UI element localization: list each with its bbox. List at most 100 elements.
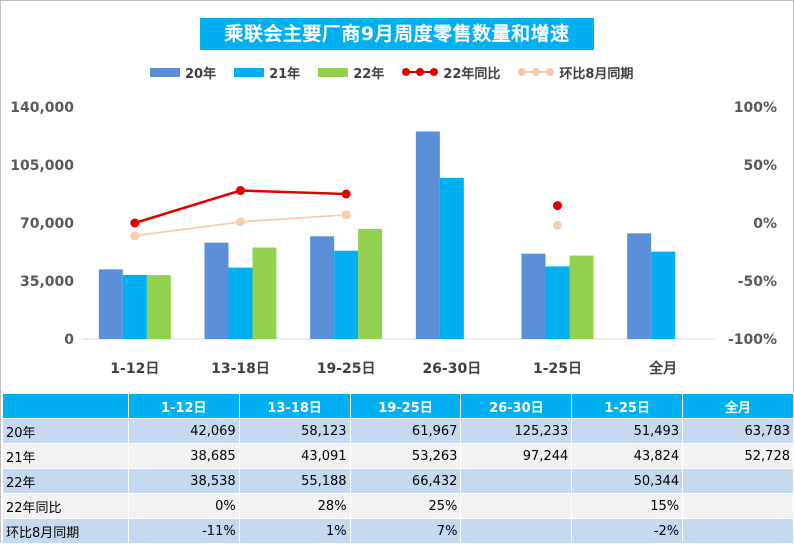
y-right-tick-label: 0%: [753, 216, 777, 232]
legend-item-2: 22年: [318, 63, 384, 82]
x-tick-label: 1-25日: [533, 361, 582, 377]
y-right-tick-label: 100%: [734, 100, 777, 116]
table-cell: [682, 518, 794, 544]
table-cell: 50,344: [571, 468, 684, 494]
table-cell: 53,263: [349, 443, 462, 469]
table-row: 环比8月同期 -11% 1% 7% -2%: [2, 518, 794, 544]
table-cell: [682, 468, 794, 494]
x-tick-label: 全月: [648, 360, 677, 377]
bar-21年-13-18日: [228, 267, 253, 339]
table-cell: 7%: [349, 518, 462, 544]
table-cell: 63,783: [682, 418, 794, 444]
bar-21年-1-25日: [545, 266, 570, 339]
bar-22年-1-25日: [569, 255, 594, 339]
point-环比8月同期-13-18日: [236, 217, 245, 227]
table-cell: -11%: [127, 518, 240, 544]
table-header-row: 1-12日 13-18日 19-25日 26-30日 1-25日 全月: [2, 393, 794, 419]
table-header-cell: 1-25日: [571, 393, 684, 419]
legend-line-swatch: [518, 66, 555, 78]
table-row: 22年 38,538 55,188 66,432 50,344: [2, 468, 794, 494]
row-label: 21年: [2, 443, 129, 469]
table-cell: 0%: [127, 493, 240, 519]
x-tick-label: 19-25日: [317, 361, 376, 377]
row-label: 20年: [2, 418, 129, 444]
bar-20年-26-30日: [415, 131, 440, 339]
data-table: 1-12日 13-18日 19-25日 26-30日 1-25日 全月 20年 42,069…: [2, 393, 794, 544]
table-row: 21年 38,685 43,091 53,263 97,244 43,824 52,728: [2, 443, 794, 469]
legend-label: 环比8月同期: [559, 66, 634, 82]
legend-label: 22年: [353, 66, 385, 82]
bar-21年-全月: [651, 251, 676, 339]
point-22年同比-19-25日: [341, 189, 351, 199]
table-cell: 55,188: [238, 468, 351, 494]
table-row: 20年 42,069 58,123 61,967 125,233 51,493 63,783: [2, 418, 794, 444]
point-22年同比-1-25日: [553, 201, 562, 211]
table-cell: 1%: [238, 518, 351, 544]
y-right-tick-label: -50%: [738, 274, 777, 290]
legend-swatch: [318, 67, 349, 77]
y-right-tick-label: 50%: [743, 158, 777, 174]
legend-item-4: 环比8月同期: [518, 63, 633, 82]
table-cell: 38,538: [127, 468, 240, 494]
legend-item-1: 21年: [234, 63, 300, 82]
y-right-tick-label: -100%: [728, 332, 777, 348]
bar-22年-1-12日: [146, 275, 171, 339]
table-cell: 97,244: [460, 443, 573, 469]
chart-title: 乘联会主要厂商9月周度零售数量和增速: [200, 18, 594, 50]
table-header-cell: 全月: [682, 393, 794, 419]
table-cell: 28%: [238, 493, 351, 519]
table-cell: 51,493: [571, 418, 684, 444]
x-tick-label: 13-18日: [211, 361, 270, 377]
point-22年同比-13-18日: [236, 186, 245, 196]
bar-21年-26-30日: [439, 177, 464, 339]
table-header-cell: 19-25日: [349, 393, 462, 419]
table-cell: [460, 518, 573, 544]
bar-20年-19-25日: [310, 236, 335, 339]
point-环比8月同期-1-12日: [130, 231, 140, 241]
table-cell: -2%: [571, 518, 684, 544]
bar-21年-19-25日: [334, 250, 359, 339]
row-label: 22年: [2, 468, 129, 494]
y-left-tick-label: 35,000: [20, 274, 74, 290]
row-label: 22年同比: [2, 493, 129, 519]
legend-label: 22年同比: [443, 66, 501, 82]
bar-22年-19-25日: [358, 228, 383, 339]
table-cell: 125,233: [460, 418, 573, 444]
table-cell: 15%: [571, 493, 684, 519]
bar-21年-1-12日: [122, 274, 147, 339]
legend-item-0: 20年: [150, 63, 216, 82]
bar-20年-全月: [627, 233, 652, 339]
table-header-cell: [2, 393, 129, 419]
row-label: 环比8月同期: [2, 518, 129, 544]
table-header-cell: 1-12日: [127, 393, 240, 419]
legend-label: 20年: [185, 66, 217, 82]
bar-20年-1-25日: [521, 253, 546, 339]
table-cell: 42,069: [127, 418, 240, 444]
point-22年同比-1-12日: [130, 218, 140, 228]
table-cell: 43,824: [571, 443, 684, 469]
y-left-tick-label: 140,000: [10, 100, 74, 116]
table-header-cell: 26-30日: [460, 393, 573, 419]
table-cell: 61,967: [349, 418, 462, 444]
bar-20年-13-18日: [204, 242, 229, 339]
x-tick-label: 26-30日: [422, 361, 481, 377]
table-cell: [682, 493, 794, 519]
y-left-tick-label: 0: [64, 332, 74, 348]
x-tick-label: 1-12日: [110, 361, 159, 377]
table-cell: 38,685: [127, 443, 240, 469]
table-row: 22年同比 0% 28% 25% 15%: [2, 493, 794, 519]
chart-plot: 0 35,000 70,000 105,000 140,000 -100% -50% 0% 50…: [10, 100, 777, 377]
y-left-tick-label: 70,000: [20, 216, 74, 232]
legend-label: 21年: [269, 66, 301, 82]
legend-item-3: 22年同比: [402, 63, 500, 82]
y-left-tick-label: 105,000: [10, 158, 74, 174]
legend-swatch: [150, 67, 180, 77]
legend-swatch: [234, 67, 265, 77]
table-cell: [460, 493, 573, 519]
table-cell: 25%: [349, 493, 462, 519]
table-cell: 43,091: [238, 443, 351, 469]
point-环比8月同期-1-25日: [553, 220, 562, 230]
table-cell: 52,728: [682, 443, 794, 469]
table-cell: 58,123: [238, 418, 351, 444]
legend: 20年 21年 22年 22年同比 环比8月同期: [150, 62, 651, 82]
